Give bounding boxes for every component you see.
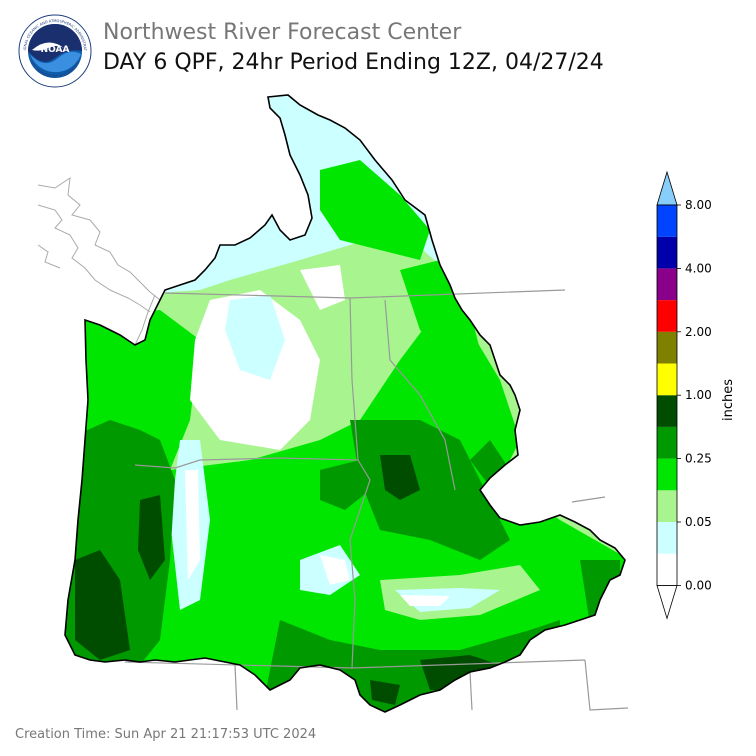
legend-unit-label: inches: [721, 379, 736, 421]
noaa-logo-text: NOAA: [41, 45, 70, 55]
basin-boundary: [64, 94, 626, 713]
colorbar-legend: 0.00 0.05 0.25 1.00 2.00 4.00 8.00 inches: [656, 170, 736, 620]
colorbar-tick-label: 8.00: [685, 198, 712, 212]
product-title: DAY 6 QPF, 24hr Period Ending 12Z, 04/27…: [103, 50, 604, 75]
org-title: Northwest River Forecast Center: [103, 20, 462, 45]
colorbar-bin: [657, 363, 677, 396]
colorbar-over-arrow: [656, 170, 678, 206]
title-block: Northwest River Forecast Center DAY 6 QP…: [103, 18, 604, 78]
colorbar-bin: [657, 553, 677, 586]
noaa-logo: NOAA NATIONAL OCEANIC AND ATMOSPHERIC AD…: [18, 14, 92, 88]
colorbar-bin: [657, 458, 677, 491]
state-borders: [124, 289, 629, 711]
colorbar-bin: [657, 300, 677, 332]
colorbar-bin: [657, 205, 677, 237]
colorbar-bin: [657, 490, 677, 522]
colorbar-tick-label: 1.00: [685, 388, 712, 402]
creation-time: Creation Time: Sun Apr 21 21:17:53 UTC 2…: [15, 727, 317, 742]
colorbar-tick-label: 0.00: [685, 578, 712, 592]
colorbar-bin: [657, 331, 677, 364]
colorbar-bin: [657, 522, 677, 554]
colorbar-bin: [657, 395, 677, 427]
colorbar-bin: [657, 268, 677, 301]
colorbar-bin: [657, 236, 677, 269]
colorbar-bin: [657, 426, 677, 459]
coastline: [37, 176, 161, 346]
colorbar-tick-label: 2.00: [685, 325, 712, 339]
colorbar-tick-label: 0.05: [685, 515, 712, 529]
colorbar-tick-label: 0.25: [685, 452, 712, 466]
colorbar-tick-label: 4.00: [685, 261, 712, 275]
colorbar-under-arrow: [656, 585, 678, 620]
